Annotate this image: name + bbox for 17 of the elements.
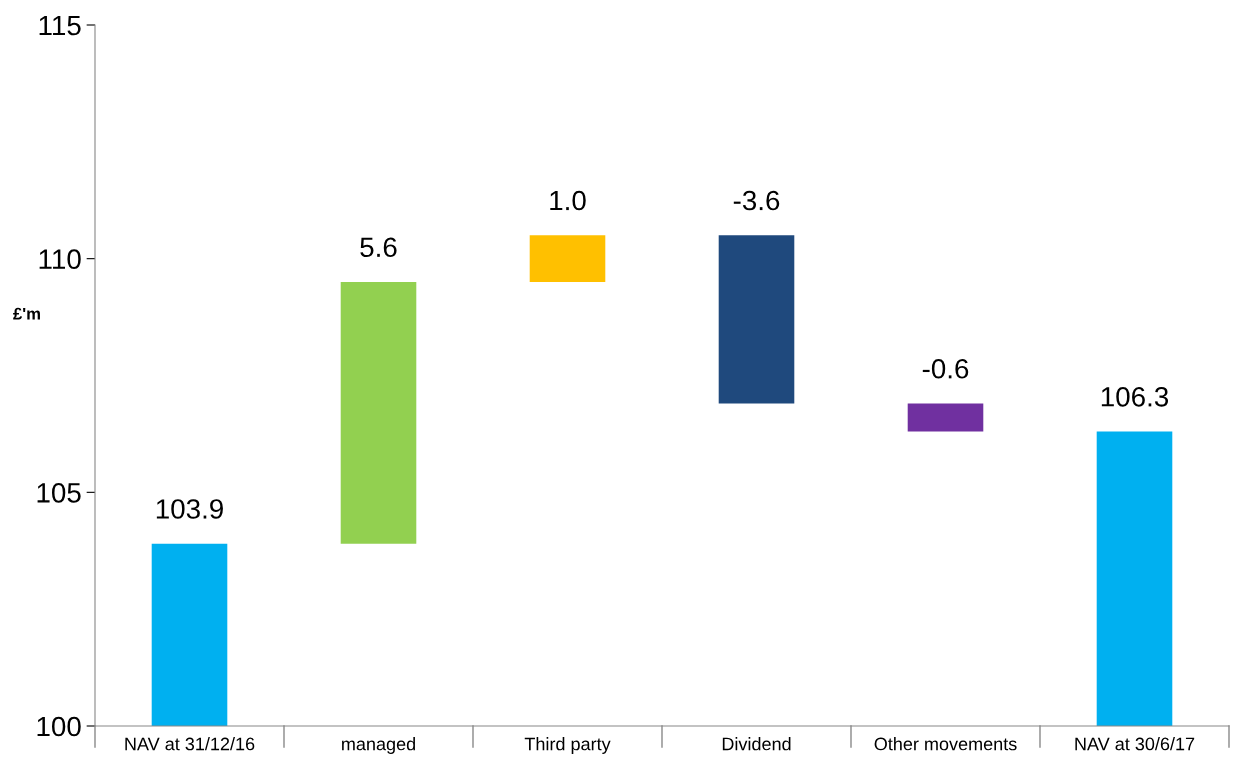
data-label: 106.3 [1101,386,1169,407]
x-tick-label: managed [342,737,415,754]
y-tick-label: 100 [37,716,81,737]
data-label: 103.9 [156,499,223,519]
data-label: 5.6 [360,237,397,258]
data-label: -0.6 [922,358,969,379]
y-tick-label: 115 [39,15,81,36]
y-axis-title: £'m [13,307,40,320]
x-tick-label: NAV at 30/6/17 [1075,737,1195,751]
y-tick-label: 110 [39,249,81,270]
x-tick-label: Dividend [722,737,791,751]
x-tick-label: NAV at 31/12/16 [125,737,255,751]
y-tick-label: 105 [37,483,81,503]
data-label: -3.6 [733,190,780,211]
x-tick-label: Other movements [874,737,1017,751]
data-label: 1.0 [550,190,586,211]
x-tick-label: Third party [524,737,611,754]
